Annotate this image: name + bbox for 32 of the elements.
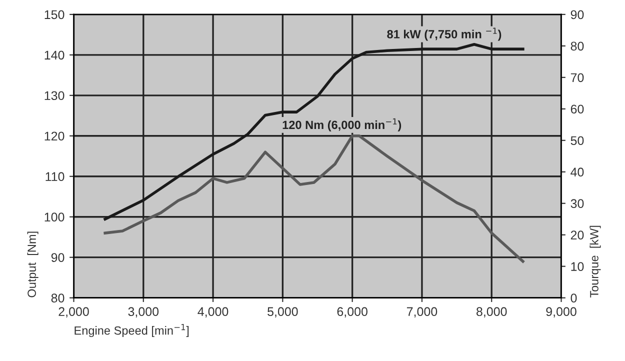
y2-tick-label: 40 (570, 168, 584, 177)
x-tick-label: 8,000 (476, 307, 507, 318)
x-tick-label: 3,000 (128, 307, 159, 318)
y2-tick-label: 10 (571, 262, 584, 271)
x-axis-title: Engine Speed [min$^{−1}$] (74, 324, 189, 338)
y2-tick-label: 60 (570, 104, 584, 114)
y2-axis-title: Tourque [kW] (590, 226, 601, 298)
x-tick-label: 5,000 (268, 307, 298, 318)
x-tick-label: 6,000 (337, 307, 368, 318)
y2-tick-label: 70 (570, 73, 584, 82)
y-tick-label: 110 (46, 172, 64, 182)
y2-tick-label: 80 (570, 42, 584, 51)
x-tick-label: 4,000 (198, 307, 228, 318)
y2-tick-label: 90 (570, 10, 584, 20)
y2-tick-label: 0 (570, 294, 577, 302)
x-tick-label: 7,000 (406, 307, 438, 318)
y-tick-label: 130 (44, 91, 64, 100)
y2-tick-label: 50 (570, 136, 584, 146)
y-tick-label: 120 (44, 132, 64, 141)
x-tick-label: 2,000 (58, 307, 89, 318)
y-axis-title: Output [Nm] (27, 232, 38, 298)
line-series (104, 134, 524, 263)
y2-tick-label: 20 (570, 230, 584, 240)
y-tick-label: 80 (51, 294, 64, 302)
y-tick-label: 140 (44, 50, 64, 60)
y-tick-label: 90 (51, 253, 64, 262)
y-tick-label: 100 (44, 212, 64, 222)
y2-tick-label: 30 (570, 199, 584, 208)
x-tick-label: 9,000 (546, 307, 576, 318)
annotation: 81 kW (7,750 min $^{−1}$) (387, 28, 502, 41)
y-tick-label: 150 (44, 10, 64, 20)
annotation: 120 Nm (6,000 min$^{−1}$) (282, 118, 402, 132)
